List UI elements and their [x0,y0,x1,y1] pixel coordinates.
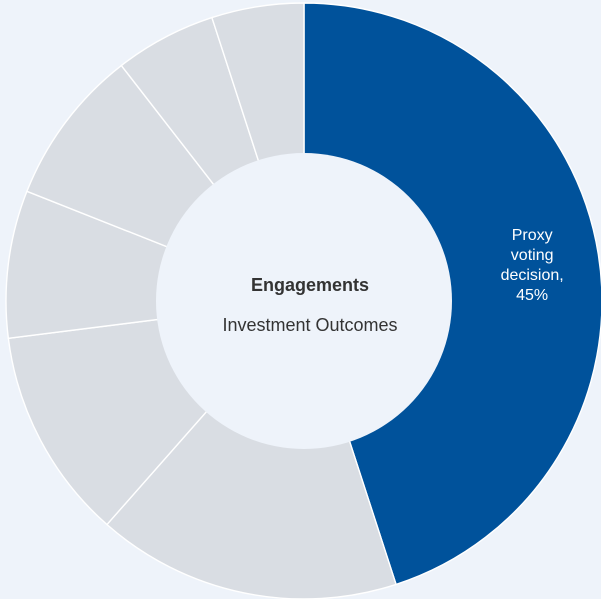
donut-slice-1 [303,2,601,586]
slice-label-line: 45% [516,287,548,304]
slice-labels: Proxy voting decision, 45% [501,227,564,304]
slice-label-line: Proxy [512,227,553,244]
center-title: Engagements [251,275,369,295]
slice-label-line: decision, [501,267,564,284]
center-subtitle: Investment Outcomes [222,315,397,335]
slice-label-1: Proxy voting decision, 45% [501,227,564,304]
slice-label-line: voting [511,247,554,264]
donut-hole [156,153,452,449]
